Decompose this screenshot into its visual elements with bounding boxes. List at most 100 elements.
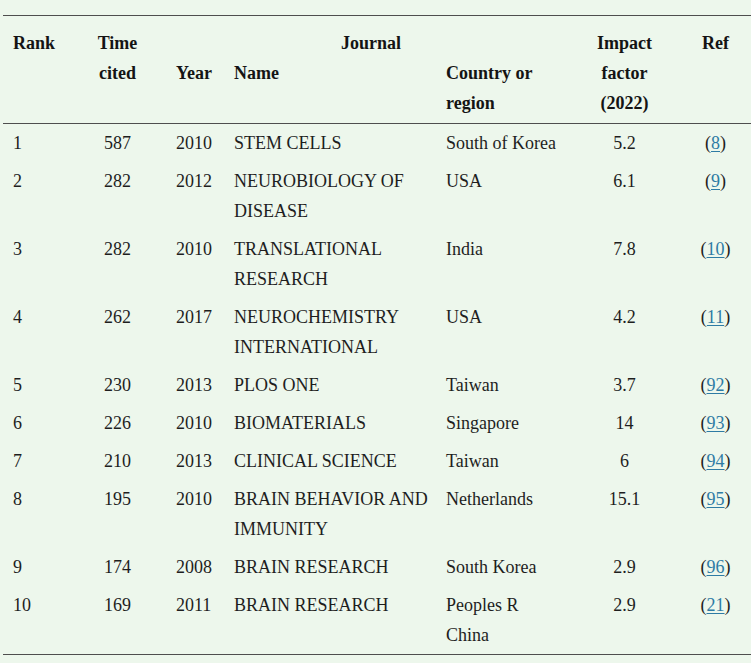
year-cell: 2013	[170, 366, 228, 404]
impact-factor-cell: 6.1	[572, 162, 677, 230]
ref-link[interactable]: 95	[707, 489, 725, 509]
ref-link[interactable]: 21	[707, 595, 725, 615]
year-cell: 2010	[170, 404, 228, 442]
year-cell: 2013	[170, 442, 228, 480]
ref-link[interactable]: 94	[707, 451, 725, 471]
ref-link[interactable]: 96	[707, 557, 725, 577]
impact-factor-cell: 2.9	[572, 586, 677, 655]
header-ref: Ref	[677, 16, 751, 124]
rank-cell: 10	[3, 586, 65, 655]
time-cited-cell: 282	[65, 230, 170, 298]
ref-paren-close: )	[720, 133, 726, 153]
journal-name-cell: NEUROCHEMISTRY INTERNATIONAL	[228, 298, 440, 366]
journal-name-cell: TRANSLATIONAL RESEARCH	[228, 230, 440, 298]
rank-cell: 3	[3, 230, 65, 298]
rank-cell: 5	[3, 366, 65, 404]
journal-name-cell: CLINICAL SCIENCE	[228, 442, 440, 480]
year-cell: 2010	[170, 480, 228, 548]
ref-paren-close: )	[725, 489, 731, 509]
header-impact-factor: Impact factor (2022)	[572, 16, 677, 124]
time-cited-cell: 262	[65, 298, 170, 366]
impact-factor-cell: 14	[572, 404, 677, 442]
journal-name-cell: BIOMATERIALS	[228, 404, 440, 442]
ref-cell: (96)	[677, 548, 751, 586]
citations-table: Rank Time cited Journal Impact factor (2…	[3, 15, 751, 655]
country-cell: Peoples R China	[440, 586, 572, 655]
country-cell: Taiwan	[440, 442, 572, 480]
ref-link[interactable]: 10	[707, 239, 725, 259]
header-time-cited: Time cited	[65, 16, 170, 124]
ref-paren-close: )	[725, 595, 731, 615]
country-cell: India	[440, 230, 572, 298]
ref-cell: (9)	[677, 162, 751, 230]
ref-cell: (8)	[677, 124, 751, 163]
country-cell: South of Korea	[440, 124, 572, 163]
rank-cell: 2	[3, 162, 65, 230]
time-cited-cell: 210	[65, 442, 170, 480]
ref-link[interactable]: 92	[707, 375, 725, 395]
ref-paren-close: )	[720, 171, 726, 191]
rank-cell: 1	[3, 124, 65, 163]
country-cell: Singapore	[440, 404, 572, 442]
year-cell: 2011	[170, 586, 228, 655]
time-cited-cell: 169	[65, 586, 170, 655]
year-cell: 2008	[170, 548, 228, 586]
time-cited-cell: 226	[65, 404, 170, 442]
rank-cell: 4	[3, 298, 65, 366]
header-journal: Journal	[170, 16, 572, 59]
journal-name-cell: BRAIN RESEARCH	[228, 586, 440, 655]
ref-cell: (21)	[677, 586, 751, 655]
ref-link[interactable]: 8	[711, 133, 720, 153]
citations-table-page: Rank Time cited Journal Impact factor (2…	[0, 15, 751, 663]
ref-cell: (95)	[677, 480, 751, 548]
time-cited-cell: 174	[65, 548, 170, 586]
ref-paren-close: )	[725, 375, 731, 395]
year-cell: 2010	[170, 230, 228, 298]
header-name: Name	[228, 58, 440, 124]
journal-name-cell: STEM CELLS	[228, 124, 440, 163]
rank-cell: 8	[3, 480, 65, 548]
time-cited-cell: 230	[65, 366, 170, 404]
impact-factor-cell: 6	[572, 442, 677, 480]
header-country-or-region: Country or region	[440, 58, 572, 124]
impact-factor-cell: 2.9	[572, 548, 677, 586]
table-row: 1 587 2010 STEM CELLS South of Korea 5.2…	[3, 124, 751, 163]
rank-cell: 9	[3, 548, 65, 586]
impact-factor-cell: 4.2	[572, 298, 677, 366]
country-cell: Netherlands	[440, 480, 572, 548]
table-row: 4 262 2017 NEUROCHEMISTRY INTERNATIONAL …	[3, 298, 751, 366]
table-row: 2 282 2012 NEUROBIOLOGY OF DISEASE USA 6…	[3, 162, 751, 230]
impact-factor-cell: 3.7	[572, 366, 677, 404]
table-row: 3 282 2010 TRANSLATIONAL RESEARCH India …	[3, 230, 751, 298]
journal-name-cell: BRAIN RESEARCH	[228, 548, 440, 586]
ref-paren-close: )	[725, 413, 731, 433]
ref-link[interactable]: 11	[707, 307, 724, 327]
table-header: Rank Time cited Journal Impact factor (2…	[3, 16, 751, 124]
ref-paren-close: )	[725, 557, 731, 577]
ref-cell: (92)	[677, 366, 751, 404]
year-cell: 2017	[170, 298, 228, 366]
ref-link[interactable]: 9	[711, 171, 720, 191]
ref-paren-close: )	[725, 239, 731, 259]
rank-cell: 6	[3, 404, 65, 442]
time-cited-cell: 587	[65, 124, 170, 163]
ref-cell: (10)	[677, 230, 751, 298]
journal-name-cell: NEUROBIOLOGY OF DISEASE	[228, 162, 440, 230]
table-row: 7 210 2013 CLINICAL SCIENCE Taiwan 6 (94…	[3, 442, 751, 480]
country-cell: Taiwan	[440, 366, 572, 404]
rank-cell: 7	[3, 442, 65, 480]
table-row: 9 174 2008 BRAIN RESEARCH South Korea 2.…	[3, 548, 751, 586]
country-cell: USA	[440, 162, 572, 230]
ref-link[interactable]: 93	[707, 413, 725, 433]
table-body: 1 587 2010 STEM CELLS South of Korea 5.2…	[3, 124, 751, 655]
journal-name-cell: BRAIN BEHAVIOR AND IMMUNITY	[228, 480, 440, 548]
impact-factor-cell: 5.2	[572, 124, 677, 163]
ref-paren-close: )	[725, 451, 731, 471]
ref-cell: (93)	[677, 404, 751, 442]
ref-paren-close: )	[724, 307, 730, 327]
table-row: 5 230 2013 PLOS ONE Taiwan 3.7 (92)	[3, 366, 751, 404]
ref-cell: (11)	[677, 298, 751, 366]
table-row: 10 169 2011 BRAIN RESEARCH Peoples R Chi…	[3, 586, 751, 655]
table-row: 6 226 2010 BIOMATERIALS Singapore 14 (93…	[3, 404, 751, 442]
time-cited-cell: 282	[65, 162, 170, 230]
